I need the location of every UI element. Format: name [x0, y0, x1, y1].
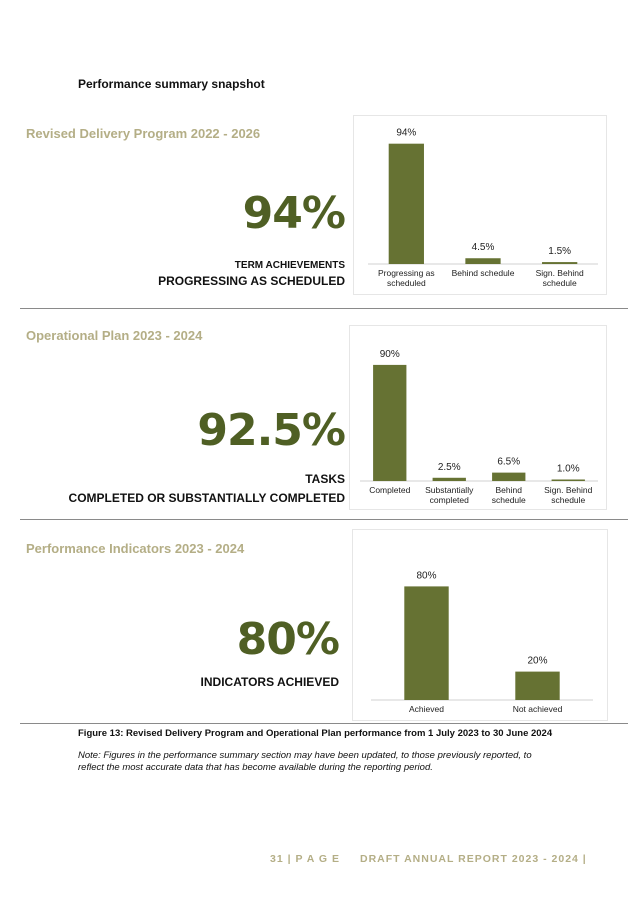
data-label: 1.0%	[557, 464, 580, 475]
category-label: Completed	[369, 485, 410, 495]
data-label: 2.5%	[438, 462, 461, 473]
data-label: 6.5%	[497, 457, 520, 468]
label-progressing-as-scheduled: PROGRESSING AS SCHEDULED	[158, 274, 345, 288]
category-label: Substantially	[425, 485, 474, 495]
data-label: 1.5%	[548, 246, 571, 257]
data-label: 80%	[416, 570, 436, 581]
bar	[388, 143, 424, 264]
figure-caption: Figure 13: Revised Delivery Program and …	[78, 728, 553, 739]
big-value-operational-plan: 92.5%	[197, 405, 346, 456]
section-title-operational-plan: Operational Plan 2023 - 2024	[26, 328, 203, 343]
data-label: 4.5%	[472, 242, 495, 253]
footer-page-number: 31 | P A G E	[270, 853, 340, 865]
bar	[465, 258, 501, 264]
data-label: 94%	[396, 128, 416, 139]
section-title-delivery-program: Revised Delivery Program 2022 - 2026	[26, 126, 261, 141]
chart-operational-plan: 90% Completed 2.5% Substantially completed 6.…	[349, 325, 607, 510]
category-label: Sign. Behind	[536, 268, 584, 278]
bar	[373, 364, 407, 481]
bar	[515, 671, 560, 700]
section-divider	[20, 723, 628, 724]
category-label: schedule	[551, 495, 585, 505]
bar	[404, 586, 449, 700]
category-label: completed	[430, 495, 469, 505]
figure-note: Note: Figures in the performance summary…	[78, 750, 532, 773]
category-label: Behind schedule	[452, 268, 515, 278]
section-title-performance-indicators: Performance Indicators 2023 - 2024	[26, 541, 245, 556]
bar	[492, 472, 526, 481]
section-divider	[20, 519, 628, 520]
big-value-delivery-program: 94%	[242, 188, 346, 239]
category-label: Not achieved	[513, 704, 563, 714]
bar	[432, 477, 466, 481]
category-label: Sign. Behind	[544, 485, 592, 495]
label-indicators-achieved: INDICATORS ACHIEVED	[200, 675, 339, 689]
chart-performance-indicators: 80% Achieved 20% Not achieved	[352, 529, 608, 721]
category-label: Behind	[496, 485, 523, 495]
data-label: 20%	[527, 656, 547, 667]
category-label: Progressing as	[378, 268, 435, 278]
category-label: schedule	[543, 278, 577, 288]
chart-performance-indicators-svg: 80% Achieved 20% Not achieved	[371, 570, 593, 714]
bar	[551, 479, 585, 481]
data-label: 90%	[380, 349, 400, 360]
category-label: scheduled	[387, 278, 426, 288]
label-completed-or-substantially: COMPLETED OR SUBSTANTIALLY COMPLETED	[68, 491, 345, 505]
page-heading: Performance summary snapshot	[78, 77, 265, 91]
category-label: Achieved	[409, 704, 444, 714]
category-label: schedule	[492, 495, 526, 505]
section-divider	[20, 308, 628, 309]
chart-delivery-program: 94% Progressing as scheduled 4.5% Behind sch…	[353, 115, 607, 295]
label-term-achievements: TERM ACHIEVEMENTS	[234, 260, 345, 271]
footer-report-title: DRAFT ANNUAL REPORT 2023 - 2024 |	[360, 853, 587, 865]
big-value-performance-indicators: 80%	[236, 614, 340, 665]
label-tasks: TASKS	[305, 472, 345, 486]
bar	[542, 262, 578, 264]
